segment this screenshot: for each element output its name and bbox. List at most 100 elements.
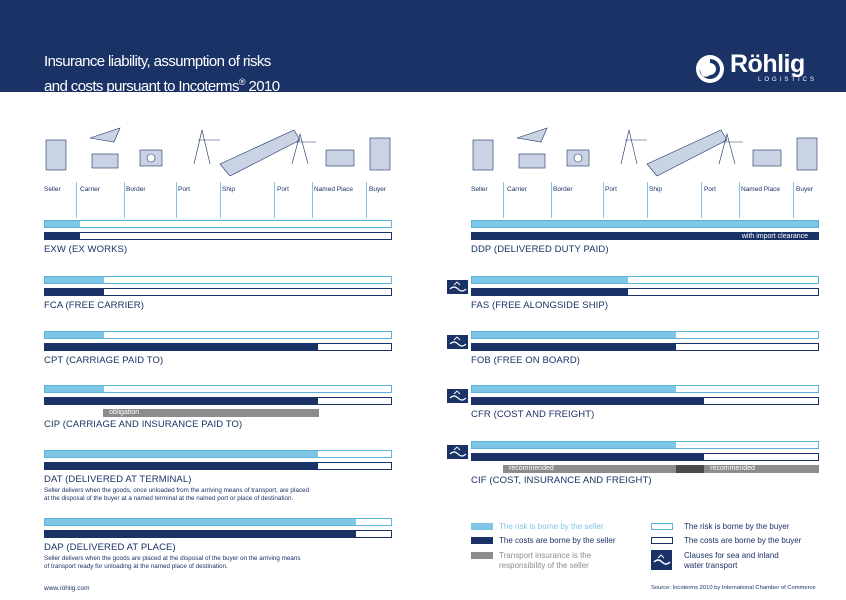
stage-divider: [647, 182, 648, 218]
stage-label-buyer: Buyer: [796, 186, 813, 193]
cost-fill: [45, 344, 319, 350]
term-description-line2: of transport ready for unloading at the …: [44, 563, 228, 570]
stage-label-ship: Ship: [649, 186, 663, 193]
risk-fill: [45, 332, 104, 338]
airplane-icon: [516, 127, 548, 143]
sea-transport-icon: [447, 280, 468, 294]
cost-fill: [472, 344, 677, 350]
risk-fill: [472, 221, 818, 227]
risk-bar: [471, 385, 819, 393]
cost-bar: [471, 453, 819, 461]
cost-bar: [44, 530, 392, 538]
insurance-obligation-segment: [676, 465, 705, 473]
port-crane-icon: [620, 129, 647, 165]
stage-label-buyer: Buyer: [369, 186, 386, 193]
right-panel: Seller Carrier Border Port Ship Port Named Pla…: [447, 120, 819, 580]
risk-bar: [471, 331, 819, 339]
legend-swatch-risk-seller: [471, 523, 493, 530]
legend-clauses-line2: water transport: [684, 561, 738, 570]
stage-divider: [176, 182, 177, 218]
cost-bar: with import clearance: [471, 232, 819, 240]
wave-icon: [653, 554, 671, 565]
risk-fill: [472, 442, 677, 448]
cost-fill: [472, 454, 704, 460]
logo-subtitle: LOGISTICS: [758, 77, 818, 83]
incoterm-label: DAT (DELIVERED AT TERMINAL): [44, 474, 192, 485]
risk-fill: [472, 332, 677, 338]
incoterm-label: CIP (CARRIAGE AND INSURANCE PAID TO): [44, 419, 243, 430]
term-description-line2: at the disposal of the buyer at a named …: [44, 495, 294, 502]
source-note: Source: Incoterms 2010 by International …: [651, 585, 816, 591]
stage-divider: [124, 182, 125, 218]
risk-fill: [45, 386, 104, 392]
incoterm-label: FAS (FREE ALONGSIDE SHIP): [471, 300, 609, 311]
wave-icon: [449, 390, 467, 401]
legend-risk-seller: The risk is borne by the seller: [499, 522, 604, 531]
cost-fill: [472, 289, 628, 295]
port-crane-icon: [193, 129, 220, 165]
risk-fill: [45, 519, 357, 525]
cost-bar: [471, 288, 819, 296]
stage-divider: [76, 182, 77, 218]
incoterm-label: CPT (CARRIAGE PAID TO): [44, 355, 164, 366]
warehouse-icon: [325, 149, 355, 167]
stage-divider: [701, 182, 702, 218]
risk-bar: [44, 220, 392, 228]
incoterm-label: EXW (EX WORKS): [44, 244, 128, 255]
stage-label-seller: Seller: [44, 186, 61, 193]
stage-divider: [366, 182, 367, 218]
insurance-obligation-bar: obligation: [103, 409, 319, 417]
cost-fill: [45, 289, 104, 295]
sea-transport-icon: [447, 389, 468, 403]
cost-fill: [472, 398, 704, 404]
risk-fill: [472, 277, 628, 283]
sea-clauses-icon: [651, 550, 672, 570]
port-crane-icon-2: [718, 132, 743, 165]
buyer-building-icon: [369, 137, 391, 171]
buyer-building-icon: [796, 137, 818, 171]
transport-chain-illustration-right: [472, 127, 818, 177]
stage-label-seller: Seller: [471, 186, 488, 193]
risk-bar: [471, 276, 819, 284]
port-crane-icon-2: [291, 132, 316, 165]
rohlig-logo: Röhlig LOGISTICS: [694, 50, 828, 88]
ship-icon: [219, 129, 301, 177]
legend-insurance-line2: responsibility of the seller: [499, 561, 589, 570]
stage-label-carrier: Carrier: [80, 186, 100, 193]
wave-icon: [449, 281, 467, 292]
page-title: Insurance liability, assumption of risks…: [44, 53, 280, 95]
warehouse-icon: [752, 149, 782, 167]
cost-fill: [45, 463, 319, 469]
cost-fill: [472, 233, 818, 239]
stage-label-port: Port: [277, 186, 289, 193]
risk-bar: [44, 450, 392, 458]
legend-swatch-insurance: [471, 552, 493, 559]
stage-label-border: Border: [126, 186, 146, 193]
incoterm-label: CIF (COST, INSURANCE AND FREIGHT): [471, 475, 652, 486]
legend-clauses-line1: Clauses for sea and inland: [684, 551, 779, 560]
legend-risk-buyer: The risk is borne by the buyer: [684, 522, 790, 531]
cost-bar: [44, 397, 392, 405]
website-link[interactable]: www.röhlig.com: [44, 585, 90, 592]
sea-transport-icon: [447, 335, 468, 349]
risk-bar: [471, 220, 819, 228]
term-description-line1: Seller delivers when the goods, once unl…: [44, 487, 309, 494]
stage-label-port: Port: [605, 186, 617, 193]
ship-icon: [646, 129, 728, 177]
stage-divider: [503, 182, 504, 218]
stage-label-ship: Ship: [222, 186, 236, 193]
stage-label-port: Port: [178, 186, 190, 193]
truck-icon: [518, 153, 546, 169]
stage-divider: [603, 182, 604, 218]
incoterm-label: FOB (FREE ON BOARD): [471, 355, 581, 366]
incoterm-label: DAP (DELIVERED AT PLACE): [44, 542, 176, 553]
cost-fill: [45, 531, 357, 537]
legend-swatch-risk-buyer: [651, 523, 673, 530]
legend-cost-seller: The costs are borne by the seller: [499, 536, 616, 545]
incoterm-label: DDP (DELIVERED DUTY PAID): [471, 244, 609, 255]
sea-transport-icon: [447, 445, 468, 459]
cost-bar: [471, 397, 819, 405]
cost-bar: [44, 343, 392, 351]
risk-fill: [472, 386, 677, 392]
stage-divider: [793, 182, 794, 218]
